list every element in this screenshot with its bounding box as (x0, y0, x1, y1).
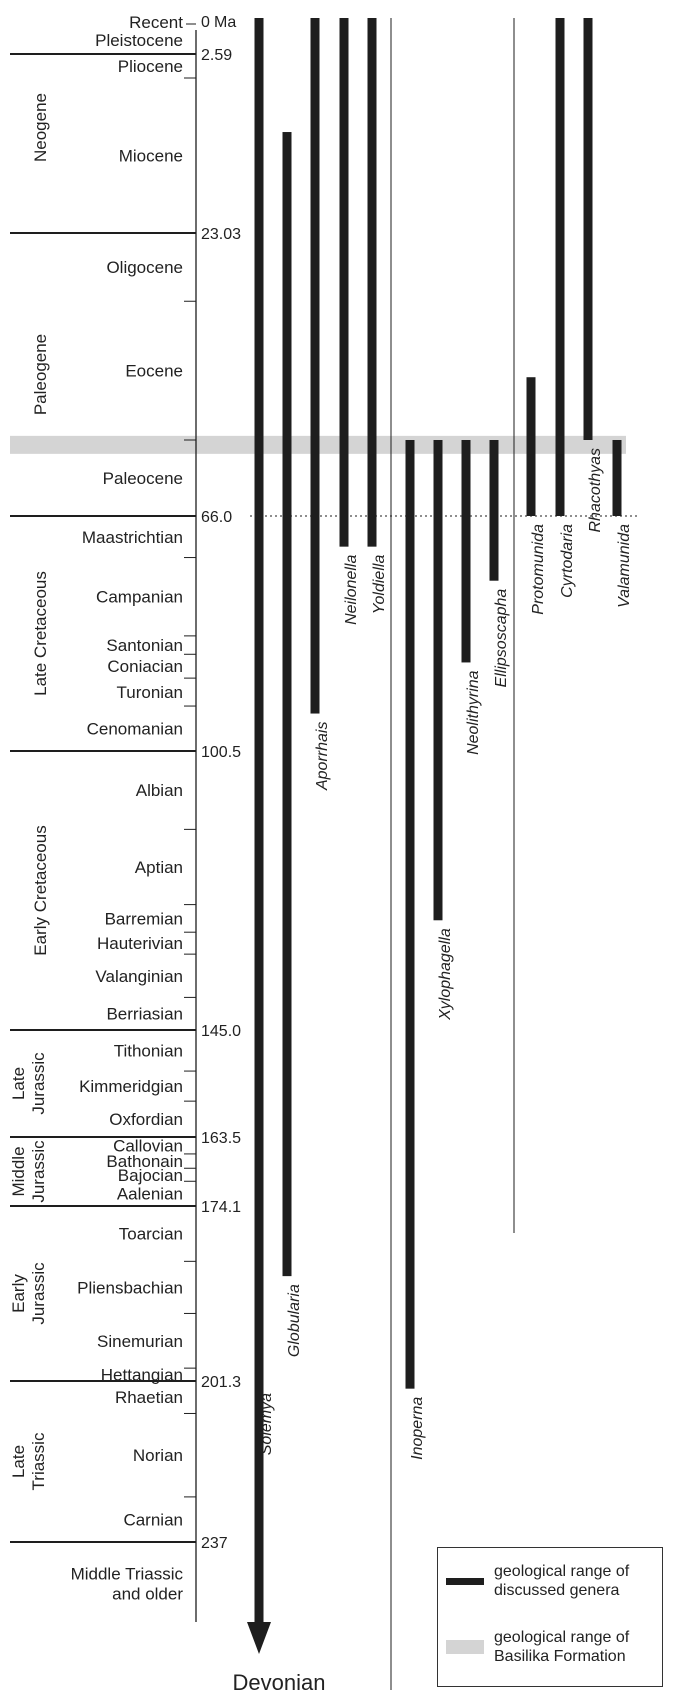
stage-label-aptian: Aptian (135, 858, 183, 877)
age-label: 237 (201, 1535, 228, 1552)
stage-label-albian: Albian (136, 781, 183, 800)
period-label-middle-jurassic: MiddleJurassic (9, 1140, 48, 1203)
age-labels: 0 2.59 23.03 66.0 100.5 145.0 163.5 174.1 201.3 2… (201, 14, 241, 1552)
range-bar-solemya (254, 18, 264, 1625)
range-bar-valamunida (612, 440, 622, 516)
legend-label-genera: geological range of discussed genera (494, 1563, 630, 1599)
legend-item-genera: geological range of discussed genera (446, 1562, 664, 1600)
stage-label-valanginian: Valanginian (95, 967, 183, 986)
period-label-late-cretaceous: Late Cretaceous (31, 571, 50, 696)
range-arrow-solemya (247, 1622, 271, 1654)
genus-label-xylophagella: Xylophagella (437, 928, 454, 1021)
range-bar-xylophagella (433, 440, 443, 921)
stage-label-santonian: Santonian (106, 636, 183, 655)
stage-label-eocene: Eocene (125, 362, 183, 381)
genus-label-inoperna: Inoperna (409, 1397, 426, 1460)
genus-label-yoldiella: Yoldiella (371, 555, 388, 615)
genus-label-cyrtodaria: Cyrtodaria (559, 524, 576, 598)
stage-label-pliensbachian: Pliensbachian (77, 1278, 183, 1297)
range-bar-neolithyrina (461, 440, 471, 663)
genus-label-ellipsoscapha: Ellipsoscapha (493, 589, 510, 688)
genus-label-rhacothyas: Rhacothyas (587, 448, 604, 533)
age-label: 0 (201, 14, 210, 31)
stage-label-bathonain: Bathonain (106, 1152, 183, 1171)
stage-label-tithonian: Tithonian (114, 1042, 183, 1061)
boundary-lines (10, 18, 640, 1690)
range-bar-neilonella (339, 18, 349, 547)
age-label: 2.59 (201, 47, 232, 64)
age-label: 163.5 (201, 1130, 241, 1147)
range-bar-protomunida (526, 377, 536, 516)
stage-label-barremian: Barremian (105, 909, 183, 928)
stage-label-sinemurian: Sinemurian (97, 1332, 183, 1351)
stage-label-miocene: Miocene (119, 146, 183, 165)
stage-label-kimmeridgian: Kimmeridgian (79, 1077, 183, 1096)
genus-label-aporrhais: Aporrhais (314, 722, 331, 791)
stage-label-middle-triassic-and-older: Middle Triassic and older (71, 1565, 184, 1604)
stage-label-carnian: Carnian (123, 1510, 183, 1529)
range-bar-rhacothyas (583, 18, 593, 440)
age-label: 145.0 (201, 1023, 241, 1040)
genus-label-protomunida: Protomunida (530, 524, 547, 615)
period-label-late-jurassic: LateJurassic (9, 1052, 48, 1115)
stage-label-oligocene: Oligocene (106, 258, 183, 277)
stage-label-norian: Norian (133, 1446, 183, 1465)
stage-label-pleistocene: Pleistocene (95, 31, 183, 50)
genus-label-neilonella: Neilonella (343, 555, 360, 625)
stage-label-hauterivian: Hauterivian (97, 934, 183, 953)
stage-label-coniacian: Coniacian (107, 657, 183, 676)
period-labels: Neogene Paleogene Late Cretaceous Early Cre… (9, 93, 50, 1490)
period-label-early-cretaceous: Early Cretaceous (31, 825, 50, 955)
range-bar-yoldiella (367, 18, 377, 547)
age-label: 66.0 (201, 509, 232, 526)
genus-label-globularia: Globularia (286, 1284, 303, 1357)
age-label: 174.1 (201, 1199, 241, 1216)
range-bar-inoperna (405, 440, 415, 1389)
genus-labels: Solemya Globularia Aporrhais Neilonella Yold… (258, 448, 633, 1460)
stage-label-turonian: Turonian (117, 683, 183, 702)
stage-label-campanian: Campanian (96, 588, 183, 607)
genus-range-bars (247, 18, 622, 1654)
genus-label-neolithyrina: Neolithyrina (465, 670, 482, 755)
stage-label-toarcian: Toarcian (119, 1225, 183, 1244)
stage-label-rhaetian: Rhaetian (115, 1388, 183, 1407)
age-label: 201.3 (201, 1374, 241, 1391)
stage-label-oxfordian: Oxfordian (109, 1110, 183, 1129)
period-label-paleogene: Paleogene (31, 334, 50, 415)
stage-label-pliocene: Pliocene (118, 57, 183, 76)
range-bar-cyrtodaria (555, 18, 565, 516)
legend-swatch-bar (446, 1577, 484, 1585)
genus-label-valamunida: Valamunida (616, 524, 633, 608)
stage-label-paleocene: Paleocene (103, 469, 183, 488)
stage-label-recent: Recent (129, 13, 183, 32)
stage-label-cenomanian: Cenomanian (87, 720, 183, 739)
range-bar-ellipsoscapha (489, 440, 499, 581)
age-label: 23.03 (201, 226, 241, 243)
stage-label-aalenian: Aalenian (117, 1185, 183, 1204)
period-label-neogene: Neogene (31, 93, 50, 162)
stage-label-berriasian: Berriasian (106, 1005, 183, 1024)
stage-label-callovian: Callovian (113, 1136, 183, 1155)
genus-label-solemya: Solemya (258, 1393, 275, 1455)
stage-label-maastrichtian: Maastrichtian (82, 528, 183, 547)
period-label-early-jurassic: EarlyJurassic (9, 1262, 48, 1325)
range-bar-aporrhais (310, 18, 320, 714)
age-label: 100.5 (201, 744, 241, 761)
legend-swatch-band (446, 1640, 484, 1654)
stage-label-hettangian: Hettangian (101, 1366, 183, 1385)
legend-label-basilika: geological range of Basilika Formation (494, 1629, 630, 1665)
stage-label-bajocian: Bajocian (118, 1166, 183, 1185)
period-label-late-triassic: LateTriassic (9, 1432, 48, 1490)
legend-item-basilika: geological range of Basilika Formation (446, 1628, 664, 1666)
range-bar-globularia (282, 132, 292, 1277)
legend: geological range of discussed genera geo… (437, 1547, 663, 1687)
units-label: Ma (214, 14, 236, 31)
devonian-label: Devonian (233, 1670, 326, 1695)
